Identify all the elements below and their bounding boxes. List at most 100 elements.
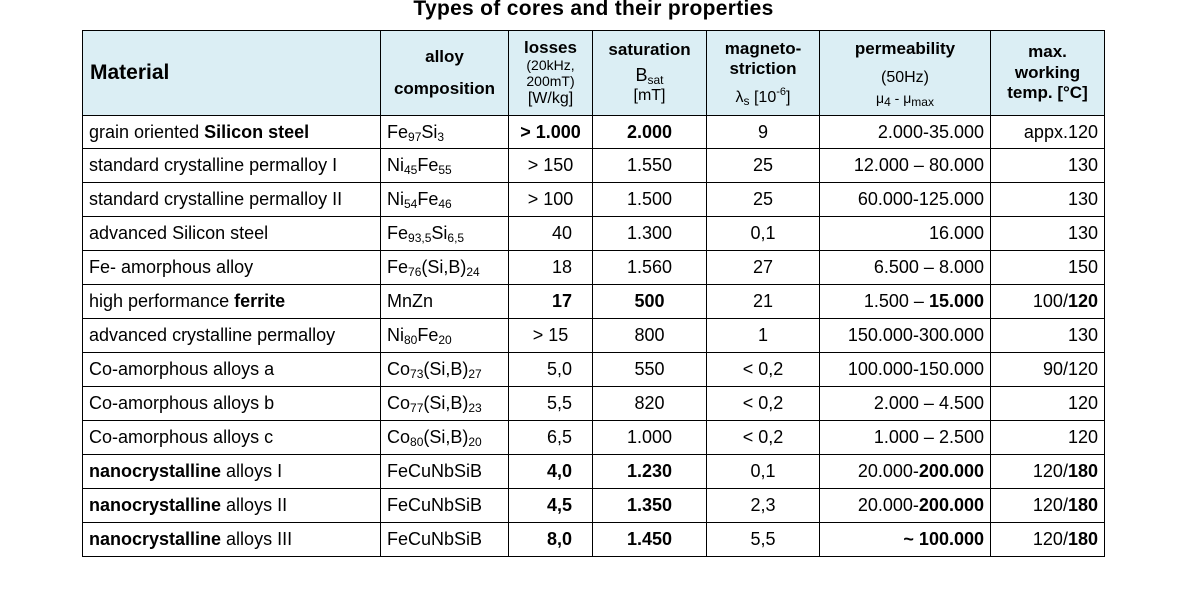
composition-cell-part: 93,5 — [408, 231, 432, 245]
max-temp-cell-part: 120/ — [1032, 461, 1068, 481]
max-temp-cell: 150 — [990, 250, 1105, 285]
composition-cell-part: 80 — [410, 435, 424, 449]
magnetostriction-cell-part: < 0,2 — [742, 427, 784, 447]
max-temp-cell: 120/180 — [990, 488, 1105, 523]
header-temp-line1: max. — [1028, 42, 1067, 62]
header-alloy-composition: alloy composition — [380, 30, 509, 116]
saturation-cell-part: 1.230 — [626, 461, 673, 481]
losses-cell: > 100 — [508, 182, 593, 217]
magnetostriction-cell: 0,1 — [706, 216, 820, 251]
material-cell: standard crystalline permalloy I — [82, 148, 381, 183]
magnetostriction-cell: 5,5 — [706, 522, 820, 557]
saturation-cell: 820 — [592, 386, 707, 421]
composition-cell: Co73(Si,B)27 — [380, 352, 509, 387]
magnetostriction-cell-part: 5,5 — [750, 529, 776, 549]
header-losses-field: 200mT) — [526, 72, 575, 89]
header-lambda: λs [10-6] — [713, 86, 813, 107]
material-cell-part: Silicon steel — [204, 121, 310, 142]
permeability-cell-part: 200.000 — [918, 495, 984, 515]
magnetostriction-cell: 25 — [706, 148, 820, 183]
header-alloy-line1: alloy — [425, 46, 464, 66]
permeability-cell-part: 20.000- — [857, 495, 919, 515]
header-permeability: permeability (50Hz) μ4 - μmax — [819, 30, 991, 116]
max-temp-cell: 90/120 — [990, 352, 1105, 387]
composition-cell-part: FeCuNbSiB — [387, 529, 483, 549]
material-cell-part: standard crystalline permalloy I — [89, 155, 338, 175]
losses-cell-part: 5,5 — [546, 393, 572, 413]
saturation-cell-part: 550 — [634, 359, 665, 379]
header-losses-label: losses — [524, 37, 577, 57]
losses-cell-part: 6,5 — [546, 427, 572, 447]
material-cell: advanced crystalline permalloy — [82, 318, 381, 353]
composition-cell-part: 45 — [404, 163, 418, 177]
lambda-unit-close: ] — [786, 88, 791, 106]
table-row: advanced Silicon steel Fe93,5Si6,5 40 1.300… — [82, 216, 1105, 251]
max-temp-cell: 120 — [990, 386, 1105, 421]
composition-cell-part: Fe — [387, 121, 409, 142]
saturation-cell: 1.300 — [592, 216, 707, 251]
material-cell-part: alloys II — [221, 495, 288, 515]
max-temp-cell-part: 120 — [1067, 393, 1098, 413]
composition-cell-part: MnZn — [387, 291, 434, 311]
magnetostriction-cell: < 0,2 — [706, 386, 820, 421]
magnetostriction-cell-part: 21 — [752, 291, 774, 311]
max-temp-cell-part: 130 — [1067, 189, 1098, 209]
permeability-cell-part: 1.000 – 2.500 — [873, 427, 984, 447]
composition-cell-part: FeCuNbSiB — [387, 495, 483, 515]
header-max-temp: max. working temp. [°C] — [990, 30, 1105, 116]
magnetostriction-cell: < 0,2 — [706, 420, 820, 455]
composition-cell-part: 24 — [466, 265, 480, 279]
max-temp-cell-part: 180 — [1067, 495, 1098, 515]
losses-cell: > 15 — [508, 318, 593, 353]
permeability-cell: 1.000 – 2.500 — [819, 420, 991, 455]
material-cell: standard crystalline permalloy II — [82, 182, 381, 217]
max-temp-cell: 130 — [990, 148, 1105, 183]
table-row: standard crystalline permalloy I Ni45Fe55… — [82, 148, 1105, 183]
losses-cell-part: > 150 — [527, 155, 574, 175]
max-temp-cell-part: 180 — [1067, 461, 1098, 481]
permeability-cell-part: 150.000-300.000 — [847, 325, 984, 345]
composition-cell-part: 6,5 — [447, 231, 465, 245]
saturation-cell-part: 500 — [634, 291, 665, 311]
header-material: Material — [82, 30, 381, 116]
material-cell-part: nanocrystalline — [89, 495, 222, 515]
permeability-cell: 1.500 – 15.000 — [819, 284, 991, 319]
material-cell-part: standard crystalline permalloy II — [89, 189, 343, 209]
permeability-cell: 100.000-150.000 — [819, 352, 991, 387]
losses-cell-part: 8,0 — [546, 529, 572, 549]
header-perm-frequency: (50Hz) — [880, 68, 929, 86]
composition-cell-part: Si — [431, 223, 448, 243]
composition-cell-part: (Si,B) — [423, 359, 469, 379]
max-temp-cell-part: 120/ — [1032, 495, 1068, 515]
composition-cell-part: 80 — [404, 333, 418, 347]
max-temp-cell: 100/120 — [990, 284, 1105, 319]
material-cell-part: grain oriented — [89, 121, 205, 142]
table-row: Co-amorphous alloys a Co73(Si,B)27 5,0 550 <… — [82, 352, 1105, 387]
material-cell: nanocrystalline alloys III — [82, 522, 381, 557]
composition-cell-part: Fe — [417, 325, 439, 345]
header-row: Material alloy composition losses (20kHz… — [82, 30, 1105, 116]
material-cell-part: high performance — [89, 291, 235, 311]
permeability-cell: 6.500 – 8.000 — [819, 250, 991, 285]
composition-cell: Co77(Si,B)23 — [380, 386, 509, 421]
material-cell-part: alloys I — [221, 461, 283, 481]
losses-cell: 6,5 — [508, 420, 593, 455]
permeability-cell: 2.000-35.000 — [819, 115, 991, 149]
mu-symbol: μ — [876, 89, 885, 106]
lambda-symbol: λ — [735, 88, 744, 106]
composition-cell-part: Ni — [387, 325, 404, 345]
composition-cell: Ni45Fe55 — [380, 148, 509, 183]
losses-cell-part: > 100 — [527, 189, 574, 209]
material-cell-part: ferrite — [234, 291, 286, 311]
saturation-cell: 1.230 — [592, 454, 707, 489]
losses-cell: 4,5 — [508, 488, 593, 523]
losses-cell-part: 5,0 — [546, 359, 572, 379]
max-temp-cell: appx.120 — [990, 115, 1105, 149]
magnetostriction-cell: 2,3 — [706, 488, 820, 523]
composition-cell-part: Fe — [417, 155, 439, 175]
composition-cell: Ni80Fe20 — [380, 318, 509, 353]
header-losses-unit: [W/kg] — [527, 89, 574, 107]
losses-cell: 17 — [508, 284, 593, 319]
saturation-cell-part: 1.300 — [626, 223, 673, 243]
material-cell-part: Co-amorphous alloys c — [89, 427, 274, 447]
